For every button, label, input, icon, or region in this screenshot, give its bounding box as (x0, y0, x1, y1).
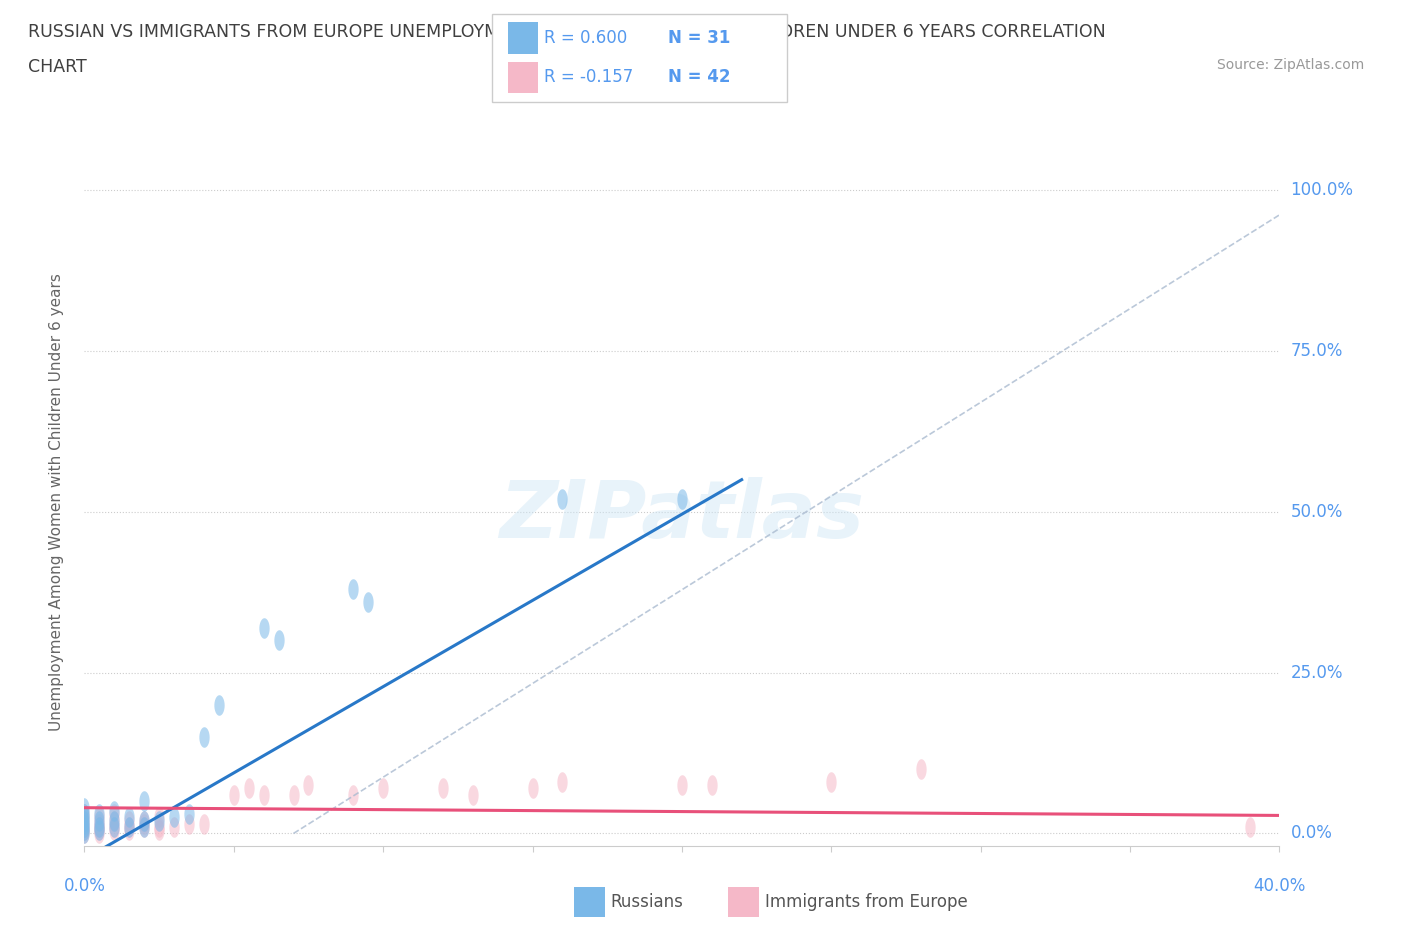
Point (118, 810, 141, 825)
Point (820, 775, 842, 790)
Point (103, 813, 125, 828)
Point (132, 813, 156, 828)
Point (148, 810, 170, 825)
Text: Immigrants from Europe: Immigrants from Europe (765, 893, 967, 911)
Point (73, 813, 96, 828)
Point (73, 819, 96, 834)
Point (238, 781, 260, 796)
Point (73, 806, 96, 821)
Text: 0.0%: 0.0% (1291, 824, 1333, 843)
Point (700, 777, 723, 792)
Text: R = -0.157: R = -0.157 (544, 69, 633, 86)
Text: 75.0%: 75.0% (1291, 342, 1343, 360)
Text: N = 42: N = 42 (668, 69, 730, 86)
Point (253, 788, 276, 803)
Point (148, 819, 170, 834)
Text: Source: ZipAtlas.com: Source: ZipAtlas.com (1216, 58, 1364, 72)
Text: Russians: Russians (610, 893, 683, 911)
Point (73, 823, 96, 838)
Text: N = 31: N = 31 (668, 29, 730, 46)
Point (163, 810, 186, 825)
Point (342, 788, 364, 803)
Text: ZIPatlas: ZIPatlas (499, 477, 865, 555)
Y-axis label: Unemployment Among Women with Children Under 6 years: Unemployment Among Women with Children U… (49, 273, 63, 731)
Text: 25.0%: 25.0% (1291, 664, 1343, 682)
Point (103, 806, 125, 821)
Point (103, 819, 125, 834)
Point (522, 781, 544, 796)
Point (551, 775, 574, 790)
Point (73, 819, 96, 834)
Point (118, 823, 141, 838)
Point (222, 788, 245, 803)
Point (73, 826, 96, 841)
Point (132, 794, 156, 809)
Point (118, 819, 141, 834)
Point (193, 817, 215, 831)
Point (148, 813, 170, 828)
Point (103, 804, 125, 818)
Point (253, 620, 276, 635)
Text: 40.0%: 40.0% (1253, 877, 1306, 895)
Point (103, 813, 125, 828)
Point (89, 826, 111, 841)
Point (132, 813, 156, 828)
Point (118, 819, 141, 834)
Point (132, 819, 156, 834)
Point (671, 492, 693, 507)
Point (89, 819, 111, 834)
Text: CHART: CHART (28, 58, 87, 75)
Text: 50.0%: 50.0% (1291, 503, 1343, 521)
Point (371, 781, 394, 796)
Point (73, 813, 96, 828)
Point (103, 819, 125, 834)
Point (193, 729, 215, 744)
Point (432, 781, 454, 796)
Point (267, 633, 290, 648)
Point (208, 698, 231, 712)
Point (461, 788, 484, 803)
Text: 100.0%: 100.0% (1291, 181, 1354, 199)
Point (89, 810, 111, 825)
Point (89, 819, 111, 834)
Point (357, 594, 380, 609)
Point (73, 810, 96, 825)
Point (177, 806, 200, 821)
Point (89, 813, 111, 828)
Point (163, 819, 186, 834)
Point (73, 823, 96, 838)
Point (297, 777, 319, 792)
Point (910, 762, 932, 777)
Point (177, 817, 200, 831)
Text: RUSSIAN VS IMMIGRANTS FROM EUROPE UNEMPLOYMENT AMONG WOMEN WITH CHILDREN UNDER 6: RUSSIAN VS IMMIGRANTS FROM EUROPE UNEMPL… (28, 23, 1107, 41)
Point (148, 823, 170, 838)
Point (671, 777, 693, 792)
Point (73, 817, 96, 831)
Point (73, 826, 96, 841)
Point (342, 581, 364, 596)
Point (89, 806, 111, 821)
Point (73, 801, 96, 816)
Point (1239, 819, 1261, 834)
Point (132, 819, 156, 834)
Text: R = 0.600: R = 0.600 (544, 29, 627, 46)
Point (283, 788, 305, 803)
Point (118, 813, 141, 828)
Point (551, 492, 574, 507)
Point (73, 806, 96, 821)
Point (89, 823, 111, 838)
Point (89, 817, 111, 831)
Point (103, 823, 125, 838)
Text: 0.0%: 0.0% (63, 877, 105, 895)
Point (89, 823, 111, 838)
Point (132, 817, 156, 831)
